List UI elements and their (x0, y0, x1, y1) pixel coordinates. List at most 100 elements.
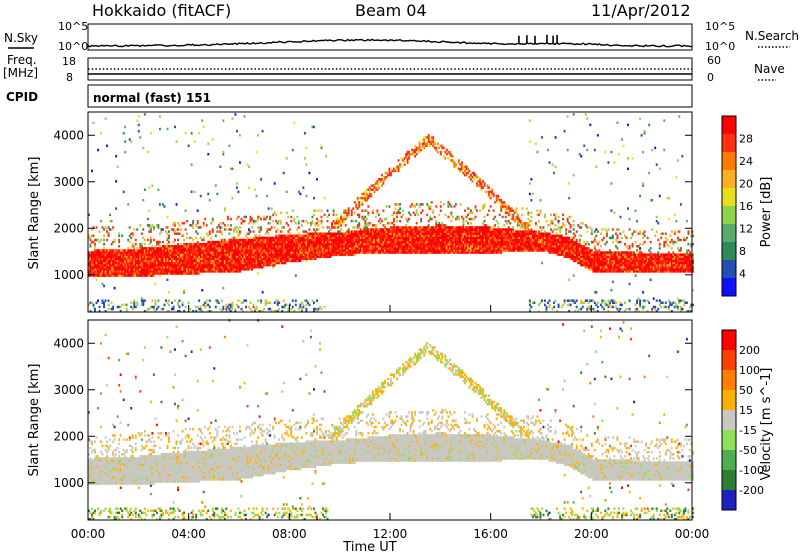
heatmap-cell (125, 249, 128, 252)
heatmap-cell (205, 251, 208, 254)
heatmap-cell (131, 253, 134, 256)
heatmap-cell (385, 228, 388, 231)
heatmap-cell (232, 238, 235, 242)
heatmap-cell (314, 249, 317, 252)
heatmap-cell (130, 274, 133, 277)
heatmap-cell (278, 301, 281, 305)
heatmap-cell (155, 259, 158, 263)
heatmap-cell (346, 253, 349, 256)
heatmap-cell (287, 255, 290, 258)
heatmap-cell (376, 238, 379, 242)
heatmap-cell (152, 259, 155, 263)
heatmap-cell (337, 234, 340, 238)
heatmap-cell (252, 253, 255, 256)
heatmap-cell (97, 257, 99, 261)
heatmap-cell (352, 232, 355, 235)
heatmap-cell (246, 236, 249, 240)
heatmap-cell (219, 230, 222, 233)
heatmap-cell (136, 270, 139, 273)
heatmap-cell (172, 240, 175, 244)
heatmap-cell (92, 305, 95, 309)
heatmap-cell (314, 245, 317, 248)
heatmap-cell (166, 301, 169, 305)
heatmap-cell (208, 242, 211, 246)
heatmap-cell (128, 138, 131, 141)
heatmap-cell (383, 232, 386, 235)
heatmap-cell (245, 263, 247, 267)
heatmap-cell (208, 309, 211, 313)
heatmap-cell (320, 209, 323, 212)
heatmap-cell (346, 240, 349, 244)
heatmap-cell (186, 261, 189, 265)
heatmap-cell (136, 119, 139, 122)
heatmap-cell (174, 247, 176, 250)
heatmap-cell (130, 261, 133, 265)
heatmap-cell (383, 245, 386, 248)
heatmap-cell (276, 309, 279, 313)
heatmap-cell (192, 270, 195, 273)
heatmap-cell (361, 249, 364, 252)
heatmap-cell (222, 263, 225, 267)
heatmap-cell (269, 301, 272, 305)
heatmap-cell (444, 157, 447, 160)
heatmap-cell (297, 242, 300, 246)
heatmap-cell (199, 251, 202, 254)
heatmap-cell (187, 270, 190, 273)
heatmap-cell (158, 203, 161, 206)
heatmap-cell (300, 238, 303, 242)
heatmap-cell (100, 251, 102, 254)
heatmap-cell (226, 217, 229, 221)
heatmap-cell (235, 259, 238, 263)
heatmap-cell (171, 263, 173, 267)
heatmap-cell (272, 263, 275, 267)
heatmap-cell (454, 163, 457, 166)
heatmap-cell (284, 257, 287, 261)
heatmap-cell (168, 236, 170, 240)
heatmap-cell (299, 247, 302, 250)
heatmap-cell (107, 234, 110, 238)
heatmap-cell (210, 242, 213, 246)
heatmap-cell (237, 251, 240, 254)
heatmap-cell (196, 272, 199, 275)
heatmap-cell (260, 253, 263, 256)
heatmap-cell (329, 228, 332, 231)
heatmap-cell (113, 263, 116, 267)
heatmap-cell (112, 274, 115, 277)
heatmap-cell (192, 265, 195, 269)
heatmap-cell (306, 253, 309, 256)
heatmap-cell (311, 255, 314, 258)
heatmap-cell (199, 245, 202, 248)
heatmap-cell (377, 178, 380, 181)
heatmap-cell (355, 236, 358, 240)
heatmap-cell (146, 253, 149, 256)
heatmap-cell (160, 247, 163, 250)
heatmap-cell (183, 245, 186, 248)
heatmap-cell (186, 242, 189, 246)
heatmap-cell (281, 230, 284, 233)
heatmap-cell (91, 169, 93, 173)
heatmap-cell (205, 303, 208, 307)
heatmap-cell (208, 255, 211, 258)
heatmap-cell (350, 240, 353, 244)
heatmap-cell (121, 303, 124, 307)
heatmap-cell (133, 268, 136, 271)
heatmap-cell (347, 249, 350, 252)
heatmap-cell (143, 309, 146, 313)
heatmap-cell (183, 265, 186, 269)
heatmap-cell (130, 268, 133, 271)
heatmap-cell (308, 253, 311, 256)
heatmap-cell (252, 265, 255, 269)
heatmap-cell (124, 261, 127, 265)
heatmap-cell (272, 255, 275, 258)
heatmap-cell (169, 259, 172, 263)
heatmap-cell (220, 259, 223, 263)
heatmap-cell (385, 251, 388, 254)
heatmap-cell (190, 270, 193, 273)
heatmap-cell (237, 240, 240, 244)
heatmap-cell (234, 249, 237, 252)
heatmap-cell (226, 224, 229, 227)
heatmap-cell (337, 230, 340, 233)
heatmap-cell (234, 265, 237, 269)
heatmap-cell (235, 129, 238, 133)
heatmap-cell (281, 234, 284, 238)
